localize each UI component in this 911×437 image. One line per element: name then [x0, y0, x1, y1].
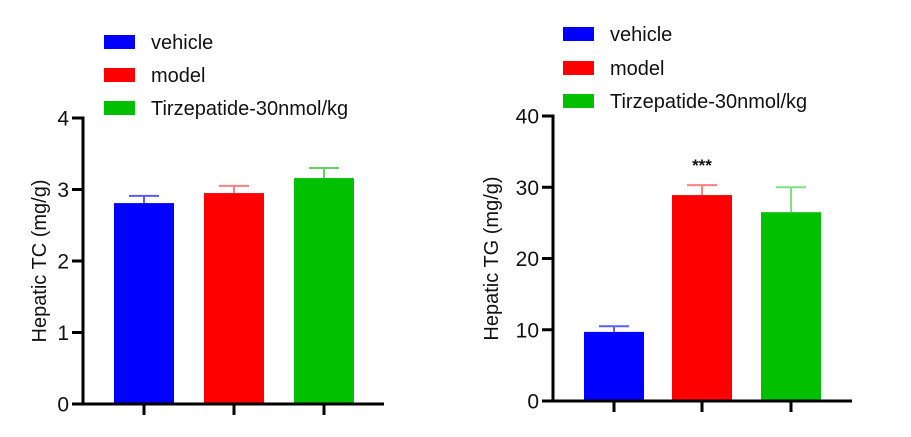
y-axis-title: Hepatic TG (mg/g)	[481, 176, 503, 340]
y-tick-label-1: 10	[516, 319, 539, 342]
y-tick-label-3: 3	[57, 179, 69, 202]
legend-label-1: model	[610, 58, 664, 80]
legend-swatch-1	[563, 61, 594, 75]
legend-label-0: vehicle	[610, 24, 672, 46]
tc-chart: vehicle model Tirzepatide-30nmol/kg 0 1 2 3 4 He…	[29, 32, 384, 417]
y-tick-label-4: 40	[516, 106, 539, 129]
y-tick-label-1: 1	[57, 322, 69, 345]
tg-legend: vehicle model Tirzepatide-30nmol/kg	[563, 24, 807, 113]
bar-1	[204, 193, 264, 404]
tc-legend: vehicle model Tirzepatide-30nmol/kg	[104, 32, 348, 120]
y-tick-label-0: 0	[527, 391, 539, 414]
legend-swatch-2	[563, 94, 594, 108]
legend-label-2: Tirzepatide-30nmol/kg	[610, 91, 807, 113]
y-tick-label-2: 20	[516, 248, 539, 271]
tg-chart: vehicle model Tirzepatide-30nmol/kg *** 0 10 2…	[481, 24, 852, 414]
bar-0	[584, 331, 644, 401]
bar-1	[672, 195, 732, 401]
y-tick-label-4: 4	[57, 108, 69, 131]
significance-label-1: ***	[692, 156, 712, 175]
bar-0	[114, 203, 174, 404]
legend-swatch-2	[104, 101, 135, 115]
bar-2	[294, 178, 354, 404]
bar-2	[761, 212, 821, 401]
legend-label-0: vehicle	[151, 32, 213, 54]
legend-label-2: Tirzepatide-30nmol/kg	[151, 98, 348, 120]
y-tick-label-3: 30	[516, 177, 539, 200]
y-axis-title: Hepatic TC (mg/g)	[29, 179, 51, 342]
legend-label-1: model	[151, 65, 205, 87]
legend-swatch-1	[104, 68, 135, 82]
y-tick-label-2: 2	[57, 251, 69, 274]
y-tick-label-0: 0	[57, 394, 69, 417]
legend-swatch-0	[104, 35, 135, 49]
legend-swatch-0	[563, 27, 594, 41]
